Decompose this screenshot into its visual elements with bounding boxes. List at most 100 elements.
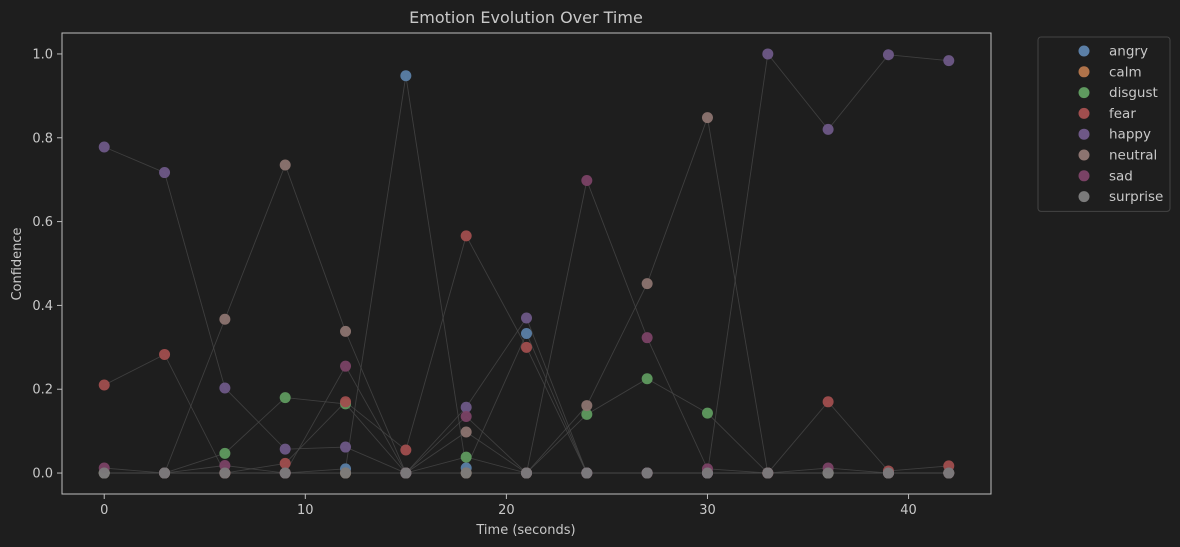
x-axis-label: Time (seconds) — [475, 523, 575, 538]
data-point-neutral — [340, 325, 352, 337]
legend-label: surprise — [1109, 189, 1163, 205]
data-point-angry — [521, 327, 532, 339]
data-point-fear — [279, 457, 291, 469]
y-tick-label: 0.0 — [32, 467, 53, 482]
legend-marker — [1078, 191, 1090, 203]
data-point-fear — [400, 444, 412, 456]
data-point-fear — [460, 230, 472, 242]
data-point-surprise — [400, 467, 412, 479]
data-point-neutral — [581, 400, 593, 412]
x-tick-label: 30 — [699, 503, 716, 518]
data-point-happy — [521, 312, 532, 324]
data-point-neutral — [219, 313, 231, 325]
data-point-sad — [340, 360, 352, 372]
data-point-surprise — [219, 467, 231, 479]
y-tick-label: 0.2 — [32, 383, 53, 398]
data-point-surprise — [641, 467, 653, 479]
data-point-happy — [98, 141, 110, 153]
chart-title: Emotion Evolution Over Time — [409, 8, 643, 27]
y-tick-label: 0.8 — [32, 131, 53, 146]
data-point-sad — [641, 332, 653, 344]
legend-label: angry — [1109, 44, 1148, 60]
data-point-surprise — [943, 467, 955, 479]
data-point-happy — [460, 401, 472, 413]
data-point-neutral — [460, 426, 472, 438]
data-point-fear — [98, 379, 110, 391]
legend-label: fear — [1109, 106, 1136, 122]
data-point-sad — [460, 410, 472, 422]
data-point-disgust — [460, 451, 472, 463]
data-point-happy — [219, 382, 231, 394]
data-point-happy — [159, 167, 171, 179]
series-points — [98, 48, 955, 479]
data-point-disgust — [701, 407, 713, 419]
data-point-surprise — [822, 467, 834, 479]
legend-marker — [1078, 107, 1090, 119]
data-point-fear — [159, 348, 171, 360]
x-axis: 0 10 20 30 40 — [100, 494, 917, 518]
data-point-surprise — [159, 467, 171, 479]
data-point-fear — [822, 396, 834, 408]
legend-marker — [1078, 128, 1090, 140]
data-point-neutral — [279, 159, 291, 171]
y-axis: 0.0 0.2 0.4 0.6 0.8 1.0 — [32, 47, 62, 482]
data-point-neutral — [641, 278, 653, 290]
legend-item-neutral: neutral — [1078, 148, 1157, 164]
data-point-happy — [882, 49, 894, 61]
legend-marker — [1078, 149, 1090, 161]
x-tick-label: 40 — [900, 503, 917, 518]
data-point-surprise — [762, 467, 774, 479]
data-point-surprise — [581, 467, 593, 479]
data-point-sad — [219, 460, 231, 471]
legend-item-angry: angry — [1078, 44, 1148, 60]
data-point-happy — [822, 123, 834, 135]
data-point-disgust — [581, 408, 593, 420]
x-tick-label: 0 — [100, 503, 108, 518]
data-point-surprise — [460, 467, 472, 479]
data-point-disgust — [641, 373, 653, 385]
x-tick-label: 20 — [498, 503, 515, 518]
legend-label: neutral — [1109, 148, 1157, 164]
y-axis-label: Confidence — [10, 227, 25, 300]
data-point-sad — [581, 175, 593, 187]
y-tick-label: 0.6 — [32, 215, 53, 230]
data-point-fear — [521, 341, 532, 353]
y-tick-label: 0.4 — [32, 299, 53, 314]
data-point-surprise — [279, 467, 291, 479]
legend-item-calm: calm — [1078, 64, 1142, 80]
data-point-fear — [340, 396, 352, 408]
data-point-happy — [762, 48, 774, 60]
legend-marker — [1078, 170, 1090, 182]
legend-label: calm — [1109, 64, 1142, 80]
data-point-happy — [279, 443, 291, 455]
x-tick-label: 10 — [297, 503, 314, 518]
legend-label: disgust — [1109, 85, 1158, 101]
legend-box — [1037, 36, 1171, 212]
data-point-angry — [400, 70, 412, 82]
data-point-happy — [340, 441, 352, 453]
data-point-disgust — [219, 447, 231, 459]
data-point-disgust — [279, 392, 291, 404]
data-point-surprise — [882, 467, 894, 479]
legend: angry calm disgust fear happy neutral sad surpr… — [1037, 36, 1171, 212]
legend-marker — [1078, 87, 1090, 99]
legend-item-surprise: surprise — [1078, 189, 1163, 205]
data-point-surprise — [98, 467, 110, 479]
data-point-surprise — [340, 467, 352, 479]
legend-item-sad: sad — [1078, 168, 1133, 184]
data-point-surprise — [521, 467, 532, 479]
legend-marker — [1078, 66, 1090, 78]
data-point-neutral — [701, 112, 713, 124]
series-surprise — [98, 467, 955, 479]
data-point-surprise — [701, 467, 713, 479]
legend-label: sad — [1109, 168, 1133, 184]
legend-item-fear: fear — [1078, 106, 1136, 122]
legend-item-happy: happy — [1078, 127, 1151, 143]
legend-item-disgust: disgust — [1078, 85, 1158, 101]
data-point-happy — [943, 55, 955, 67]
plot-area-frame — [61, 32, 992, 495]
legend-marker — [1078, 45, 1090, 57]
y-tick-label: 1.0 — [32, 47, 53, 62]
